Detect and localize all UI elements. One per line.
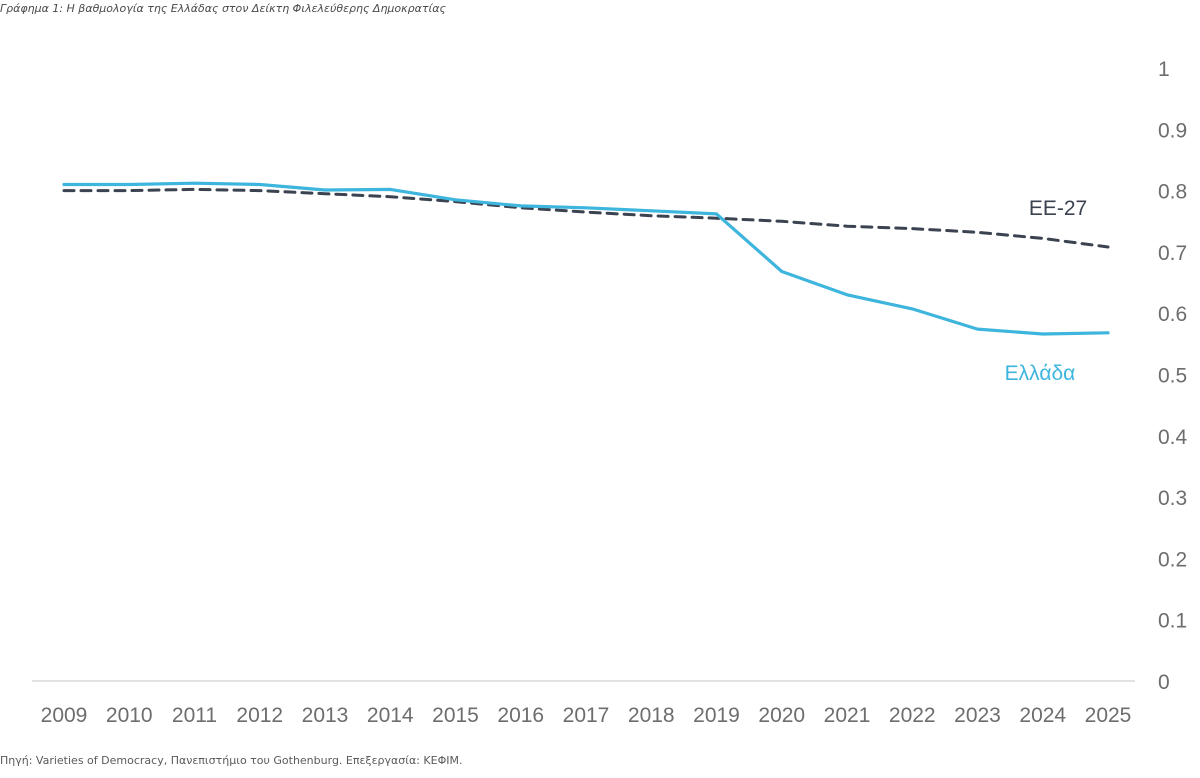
series-point: [715, 212, 718, 215]
y-tick-label: 0.6: [1158, 303, 1187, 326]
series-point: [62, 189, 65, 192]
series-label: ΕΕ-27: [1029, 197, 1087, 220]
y-tick-label: 0.8: [1158, 181, 1187, 204]
x-tick-label: 2020: [758, 704, 805, 727]
chart-title: Γράφημα 1: Η βαθμολογία της Ελλάδας στον…: [0, 2, 446, 15]
y-tick-label: 0.4: [1158, 426, 1188, 449]
series-point: [193, 182, 196, 185]
series-point: [584, 210, 587, 213]
x-tick-label: 2019: [693, 704, 740, 727]
series-point: [454, 198, 457, 201]
series-point: [976, 231, 979, 234]
series-point: [389, 195, 392, 198]
x-tick-label: 2012: [236, 704, 283, 727]
series-point: [128, 189, 131, 192]
y-tick-label: 1: [1158, 58, 1170, 81]
series-point: [128, 183, 131, 186]
x-tick-label: 2023: [954, 704, 1001, 727]
x-tick-label: 2011: [172, 704, 217, 727]
x-tick-label: 2017: [563, 704, 610, 727]
series-point: [258, 183, 261, 186]
y-axis-ticks: 0 0.1 0.2 0.3 0.4 0.5 0.6 0.7 0.8 0.9 1: [1158, 58, 1188, 694]
series-point: [845, 293, 848, 296]
series-point: [780, 220, 783, 223]
x-tick-label: 2018: [628, 704, 675, 727]
series-point: [650, 209, 653, 212]
y-tick-label: 0.3: [1158, 487, 1187, 510]
x-tick-label: 2016: [497, 704, 544, 727]
series-point: [715, 217, 718, 220]
y-tick-label: 0.9: [1158, 119, 1187, 142]
series-point: [1041, 237, 1044, 240]
series-point: [1106, 245, 1109, 248]
series-point: [911, 227, 914, 230]
series-point: [62, 183, 65, 186]
series-point: [780, 270, 783, 273]
source-note: Πηγή: Varieties of Democracy, Πανεπιστήμ…: [0, 754, 463, 767]
series-point: [584, 206, 587, 209]
series-point: [193, 188, 196, 191]
series-point: [323, 192, 326, 195]
series-labels: ΕΕ-27 Ελλάδα: [1005, 197, 1088, 385]
series-line: [62, 181, 1110, 336]
series-point: [519, 204, 522, 207]
x-tick-label: 2015: [432, 704, 479, 727]
series-point: [650, 214, 653, 217]
series-line: [62, 187, 1110, 249]
x-tick-label: 2022: [889, 704, 936, 727]
series-point: [389, 188, 392, 191]
y-tick-label: 0.5: [1158, 365, 1187, 388]
x-tick-label: 2024: [1019, 704, 1066, 727]
series-point: [1106, 331, 1109, 334]
series-label: Ελλάδα: [1005, 362, 1076, 385]
series-point: [911, 307, 914, 310]
x-tick-label: 2025: [1085, 704, 1132, 727]
y-tick-label: 0: [1158, 671, 1170, 694]
series-point: [323, 188, 326, 191]
y-tick-label: 0.7: [1158, 242, 1187, 265]
x-tick-label: 2014: [367, 704, 414, 727]
series-point: [976, 328, 979, 331]
series-point: [258, 189, 261, 192]
x-tick-label: 2010: [106, 704, 153, 727]
series-point: [1041, 332, 1044, 335]
y-tick-label: 0.2: [1158, 548, 1187, 571]
series-point: [845, 225, 848, 228]
series-layer: [62, 181, 1110, 336]
x-tick-label: 2021: [824, 704, 871, 727]
x-axis-ticks: 2009 2010 2011 2012 2013 2014 2015 2016 2017 2018…: [41, 704, 1132, 727]
x-tick-label: 2013: [302, 704, 349, 727]
y-tick-label: 0.1: [1158, 610, 1187, 633]
x-tick-label: 2009: [41, 704, 88, 727]
